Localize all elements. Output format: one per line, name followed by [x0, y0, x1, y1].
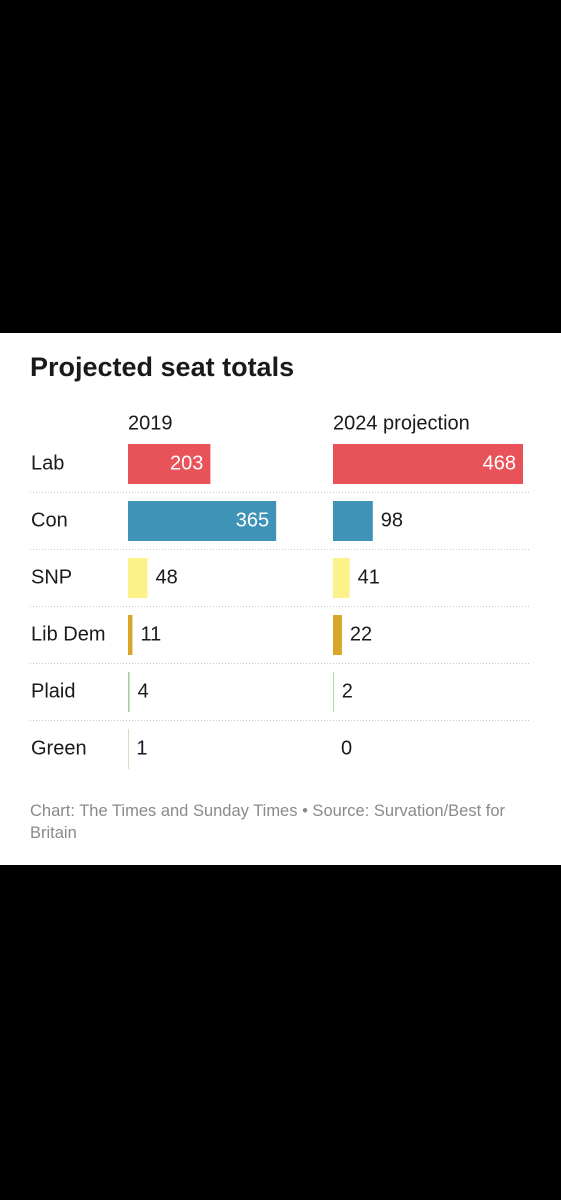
value-label: 2: [342, 680, 353, 702]
bar: [333, 444, 523, 484]
value-label: 98: [381, 509, 403, 531]
panel-header: 2019: [128, 412, 173, 434]
value-label: 1: [136, 737, 147, 759]
value-label: 11: [140, 623, 161, 645]
bar: [128, 444, 211, 484]
value-label: 365: [236, 509, 269, 531]
bar: [333, 672, 334, 712]
category-label: Green: [31, 737, 87, 759]
value-label: 0: [341, 737, 352, 759]
bar: [333, 558, 350, 598]
panel-header: 2024 projection: [333, 412, 470, 434]
chart-card: Projected seat totals Lab Con SNP Lib Dem Pl…: [0, 333, 561, 865]
value-label: 41: [358, 566, 380, 588]
category-label: SNP: [31, 566, 72, 588]
bar: [128, 615, 133, 655]
bar: [128, 501, 277, 541]
category-label: Con: [31, 509, 68, 531]
value-label: 22: [350, 623, 372, 645]
value-label: 468: [483, 452, 516, 474]
source-note: Chart: The Times and Sunday Times • Sour…: [30, 802, 506, 842]
value-label: 203: [170, 452, 203, 474]
category-label: Plaid: [31, 680, 75, 702]
value-label: 4: [138, 680, 149, 702]
category-label: Lab: [31, 452, 64, 474]
bar: [333, 615, 342, 655]
bar: [128, 672, 130, 712]
category-label: Lib Dem: [31, 623, 105, 645]
bar: [333, 501, 373, 541]
chart-title: Projected seat totals: [30, 352, 294, 382]
value-label: 48: [155, 566, 177, 588]
bar: [128, 558, 148, 598]
chart: Projected seat totals Lab Con SNP Lib Dem Pl…: [30, 352, 530, 769]
